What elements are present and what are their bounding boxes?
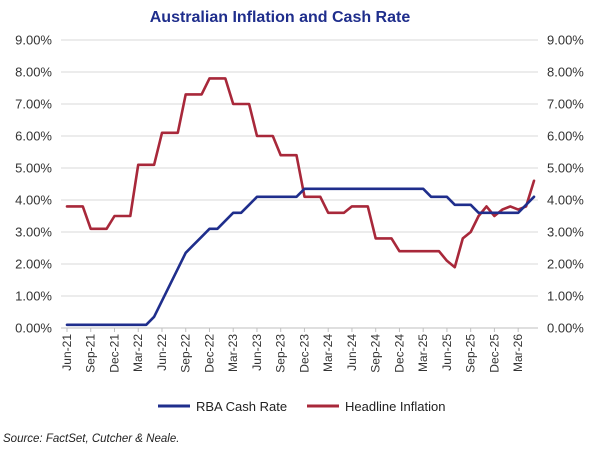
x-tick-label: Sep-25	[464, 334, 478, 373]
y-tick-label-right: 8.00%	[547, 65, 584, 80]
y-axis-right-labels: 0.00% 1.00% 2.00% 3.00% 4.00% 5.00% 6.00% 7.00%…	[547, 33, 584, 336]
y-axis-left-labels: 0.00% 1.00% 2.00% 3.00% 4.00% 5.00% 6.00% 7.00%…	[15, 33, 52, 336]
x-tick-label: Mar-22	[131, 334, 145, 372]
axes	[61, 327, 538, 332]
x-tick-label: Dec-23	[297, 334, 311, 373]
source-note: Source: FactSet, Cutcher & Neale.	[3, 433, 179, 445]
x-tick-label: Jun-22	[155, 334, 169, 371]
x-tick-label: Mar-23	[226, 334, 240, 372]
legend-label-rba-cash-rate: RBA Cash Rate	[196, 399, 287, 414]
chart-title: Australian Inflation and Cash Rate	[150, 9, 411, 26]
x-tick-label: Sep-23	[274, 334, 288, 373]
y-tick-label-left: 8.00%	[15, 65, 52, 80]
y-tick-label-left: 2.00%	[15, 257, 52, 272]
y-tick-label-right: 7.00%	[547, 97, 584, 112]
x-tick-label: Dec-25	[487, 334, 501, 373]
y-tick-label-left: 4.00%	[15, 193, 52, 208]
y-tick-label-right: 4.00%	[547, 193, 584, 208]
x-tick-label: Sep-22	[179, 334, 193, 373]
x-tick-label: Sep-24	[369, 334, 383, 373]
y-tick-label-right: 9.00%	[547, 33, 584, 48]
x-tick-label: Jun-25	[440, 334, 454, 371]
x-axis-labels: Jun-21 Sep-21 Dec-21 Mar-22 Jun-22 Sep-22 Dec-…	[60, 334, 525, 373]
x-tick-label: Sep-21	[84, 334, 98, 373]
y-tick-label-left: 7.00%	[15, 97, 52, 112]
y-tick-label-right: 2.00%	[547, 257, 584, 272]
series-lines	[65, 77, 536, 327]
y-tick-label-right: 0.00%	[547, 321, 584, 336]
x-tick-label: Dec-22	[202, 334, 216, 373]
y-tick-label-left: 6.00%	[15, 129, 52, 144]
x-tick-label: Mar-26	[511, 334, 525, 372]
legend: RBA Cash Rate Headline Inflation	[158, 399, 445, 414]
y-tick-label-left: 5.00%	[15, 161, 52, 176]
series-line-rba-cash-rate	[65, 187, 536, 327]
y-tick-label-right: 1.00%	[547, 289, 584, 304]
x-tick-label: Mar-24	[321, 334, 335, 372]
y-tick-label-left: 3.00%	[15, 225, 52, 240]
legend-label-headline-inflation: Headline Inflation	[345, 399, 445, 414]
y-tick-label-right: 3.00%	[547, 225, 584, 240]
x-tick-label: Mar-25	[416, 334, 430, 372]
y-tick-label-left: 9.00%	[15, 33, 52, 48]
x-tick-label: Dec-24	[392, 334, 406, 373]
x-tick-label: Jun-23	[250, 334, 264, 371]
x-tick-label: Jun-24	[345, 334, 359, 371]
x-tick-label: Jun-21	[60, 334, 74, 371]
y-tick-label-right: 5.00%	[547, 161, 584, 176]
y-tick-label-right: 6.00%	[547, 129, 584, 144]
series-line-headline-inflation	[65, 77, 536, 269]
x-tick-label: Dec-21	[107, 334, 121, 373]
y-tick-label-left: 0.00%	[15, 321, 52, 336]
y-tick-label-left: 1.00%	[15, 289, 52, 304]
